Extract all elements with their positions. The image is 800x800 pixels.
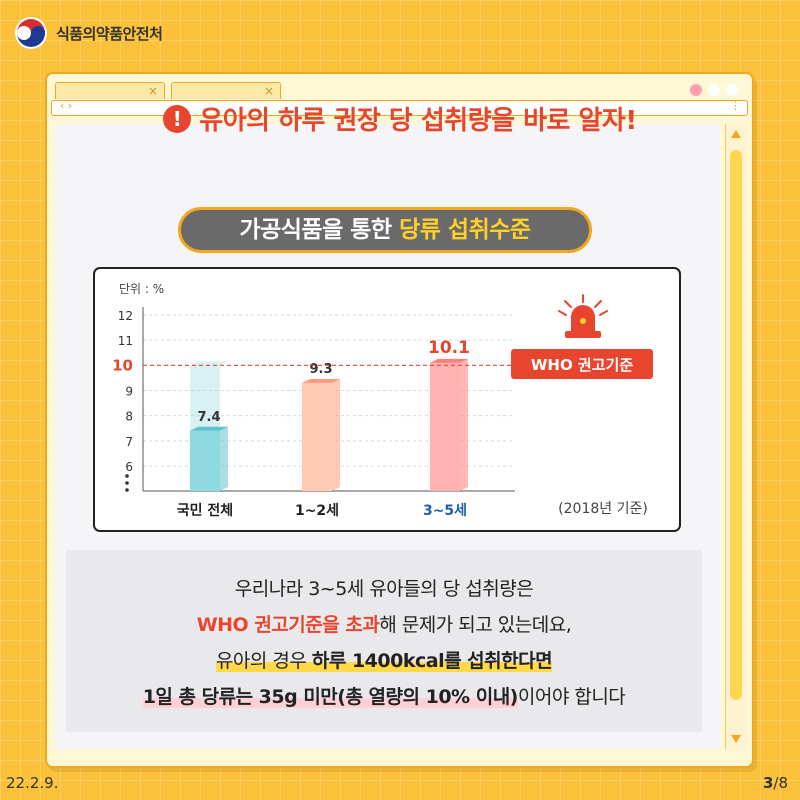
menu-icon[interactable]: ⋮ bbox=[730, 99, 741, 112]
browser-tab[interactable]: × bbox=[55, 82, 165, 99]
close-icon[interactable]: × bbox=[263, 84, 274, 98]
brand-name: 식품의약품안전처 bbox=[56, 24, 163, 43]
note-line3-b: 하루 1400kcal를 섭취한다면 bbox=[311, 650, 553, 672]
scroll-up-icon[interactable] bbox=[731, 130, 741, 138]
note-box: 우리나라 3~5세 유아들의 당 섭취량은 WHO 권고기준을 초과해 문제가 … bbox=[66, 550, 702, 732]
chart-footnote: (2018년 기준) bbox=[558, 501, 648, 517]
unit-label: 단위 : % bbox=[119, 282, 164, 296]
axis-break-dot bbox=[125, 481, 129, 485]
reference-badge bbox=[511, 349, 653, 379]
y-tick-label: 10 bbox=[112, 356, 133, 374]
note-line2-highlight: WHO 권고기준을 초과 bbox=[196, 614, 380, 636]
window-dot-icon[interactable] bbox=[708, 84, 720, 96]
siren-base bbox=[565, 331, 601, 338]
nav-arrows-icon[interactable]: ‹ › bbox=[60, 99, 73, 112]
headline: ! 유아의 하루 권장 당 섭취량을 바로 알자! bbox=[0, 100, 800, 137]
note-line3-a: 유아의 경우 bbox=[215, 650, 312, 672]
y-tick-label: 6 bbox=[125, 460, 133, 474]
category-label: 국민 전체 bbox=[177, 502, 233, 519]
note-line2-rest: 해 문제가 되고 있는데요, bbox=[379, 614, 572, 636]
siren-ray bbox=[558, 310, 567, 316]
bar-side bbox=[220, 426, 228, 491]
bar-side bbox=[460, 358, 468, 491]
scroll-down-icon[interactable] bbox=[731, 735, 741, 743]
note-line4-b: 이어야 합니다 bbox=[517, 686, 626, 708]
scrollbar[interactable] bbox=[725, 124, 746, 749]
bar-top bbox=[190, 426, 228, 431]
exclamation-icon: ! bbox=[163, 104, 192, 133]
siren-ray bbox=[564, 300, 572, 308]
headline-text: 유아의 하루 권장 당 섭취량을 바로 알자! bbox=[199, 106, 637, 136]
subtitle-part2: 당류 섭취수준 bbox=[399, 217, 531, 243]
category-label: 1~2세 bbox=[295, 503, 339, 519]
note-line1: 우리나라 3~5세 유아들의 당 섭취량은 bbox=[234, 578, 534, 600]
reference-label: WHO 권고기준 bbox=[531, 356, 633, 374]
y-tick-label: 9 bbox=[125, 385, 133, 399]
address-bar[interactable]: ‹ › ⋮ bbox=[51, 99, 748, 116]
page-indicator: 3/8 bbox=[763, 774, 788, 792]
siren-ray bbox=[594, 300, 602, 308]
note-line4: 1일 총 당류는 35g 미만(총 열량의 10% 이내)이어야 합니다 bbox=[66, 682, 702, 709]
window-dot-icon[interactable] bbox=[726, 84, 738, 96]
close-icon[interactable]: × bbox=[147, 84, 158, 98]
bar-ghost-top bbox=[190, 361, 228, 366]
brand-logo: 식품의약품안전처 bbox=[14, 16, 163, 50]
bar-top bbox=[430, 358, 468, 363]
taegeuk-icon bbox=[15, 17, 47, 49]
data-label: 10.1 bbox=[428, 338, 470, 358]
category-label: 3~5세 bbox=[423, 503, 467, 519]
y-tick-label: 12 bbox=[118, 309, 133, 323]
y-tick-label: 7 bbox=[125, 435, 133, 449]
note-line4-a: 1일 총 당류는 35g 미만(총 열량의 10% 이내) bbox=[142, 686, 518, 708]
chart-box: 단위 : % 6 7 8 9 10 11 12 7.4 국민 전체 9.3 1~2세 10.1 3~5세 W… bbox=[93, 267, 681, 532]
page-current: 3 bbox=[762, 774, 774, 792]
axis-break-dot bbox=[125, 488, 129, 492]
bar bbox=[190, 430, 220, 491]
window-controls bbox=[690, 84, 738, 96]
bar-side bbox=[332, 378, 340, 491]
browser-tab[interactable]: × bbox=[171, 82, 281, 99]
y-tick-label: 8 bbox=[125, 410, 133, 424]
bar bbox=[302, 382, 332, 491]
scroll-thumb[interactable] bbox=[730, 150, 742, 700]
siren-light bbox=[580, 318, 586, 324]
data-label: 9.3 bbox=[309, 362, 332, 377]
y-tick-label: 11 bbox=[118, 334, 133, 348]
footer-date: 22.2.9. bbox=[6, 774, 59, 792]
note-line2: WHO 권고기준을 초과해 문제가 되고 있는데요, bbox=[66, 610, 702, 637]
window-dot-icon[interactable] bbox=[690, 84, 702, 96]
data-label: 7.4 bbox=[197, 410, 220, 425]
siren-ray bbox=[599, 310, 608, 316]
bar-top bbox=[302, 378, 340, 383]
bar bbox=[430, 362, 460, 491]
bar-chart: 단위 : % 6 7 8 9 10 11 12 7.4 국민 전체 9.3 1~2세 10.1 3~5세 W… bbox=[112, 282, 653, 519]
page-total: /8 bbox=[773, 774, 788, 792]
browser-tabs: × × bbox=[55, 82, 281, 99]
axis-break-dot bbox=[125, 474, 129, 478]
note-line3: 유아의 경우 하루 1400kcal를 섭취한다면 bbox=[66, 646, 702, 673]
subtitle-pill: 가공식품을 통한 당류 섭취수준 bbox=[178, 207, 592, 253]
subtitle-part1: 가공식품을 통한 bbox=[239, 217, 400, 243]
